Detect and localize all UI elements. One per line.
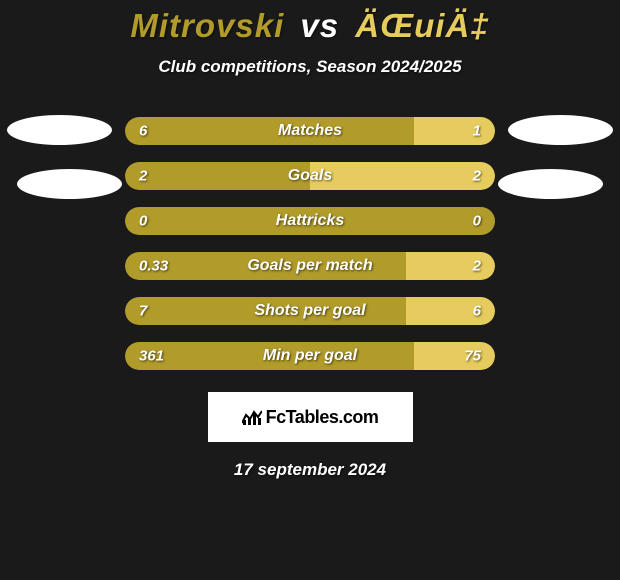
player1-value: 0.33 — [139, 258, 168, 275]
player1-bar — [125, 342, 414, 370]
stat-bar-track: Min per goal36175 — [125, 342, 495, 370]
stat-row: Goals22 — [0, 162, 620, 190]
stats-list: Matches61Goals22Hattricks00Goals per mat… — [0, 117, 620, 370]
stat-row: Min per goal36175 — [0, 342, 620, 370]
player1-bar — [125, 162, 310, 190]
player2-name: ÄŒuiÄ‡ — [355, 7, 489, 44]
player1-value: 6 — [139, 123, 147, 140]
stat-row: Matches61 — [0, 117, 620, 145]
subtitle: Club competitions, Season 2024/2025 — [158, 57, 461, 77]
player1-name: Mitrovski — [130, 7, 284, 44]
stat-bar-track: Shots per goal76 — [125, 297, 495, 325]
brand-text: FcTables.com — [266, 407, 379, 428]
player2-value: 2 — [473, 168, 481, 185]
player1-value: 0 — [139, 213, 147, 230]
player2-bar — [310, 162, 495, 190]
chart-icon — [242, 409, 262, 425]
player2-value: 6 — [473, 303, 481, 320]
stat-bar-track: Goals22 — [125, 162, 495, 190]
player2-value: 0 — [473, 213, 481, 230]
player2-value: 1 — [473, 123, 481, 140]
player2-bar — [414, 117, 495, 145]
player2-bar — [406, 297, 495, 325]
player1-bar — [125, 297, 406, 325]
player2-bar — [406, 252, 495, 280]
player1-value: 2 — [139, 168, 147, 185]
stat-row: Hattricks00 — [0, 207, 620, 235]
vs-label: vs — [300, 7, 339, 44]
stat-row: Shots per goal76 — [0, 297, 620, 325]
player2-value: 2 — [473, 258, 481, 275]
player1-bar — [125, 207, 495, 235]
page-title: Mitrovski vs ÄŒuiÄ‡ — [130, 7, 489, 45]
stat-row: Goals per match0.332 — [0, 252, 620, 280]
player1-value: 361 — [139, 348, 164, 365]
stat-bar-track: Goals per match0.332 — [125, 252, 495, 280]
comparison-infographic: Mitrovski vs ÄŒuiÄ‡ Club competitions, S… — [0, 0, 620, 580]
stat-bar-track: Matches61 — [125, 117, 495, 145]
player2-value: 75 — [464, 348, 481, 365]
brand-logo: FcTables.com — [208, 392, 413, 442]
stat-bar-track: Hattricks00 — [125, 207, 495, 235]
player1-bar — [125, 117, 414, 145]
player1-value: 7 — [139, 303, 147, 320]
player2-bar — [414, 342, 495, 370]
date-label: 17 september 2024 — [234, 460, 386, 480]
